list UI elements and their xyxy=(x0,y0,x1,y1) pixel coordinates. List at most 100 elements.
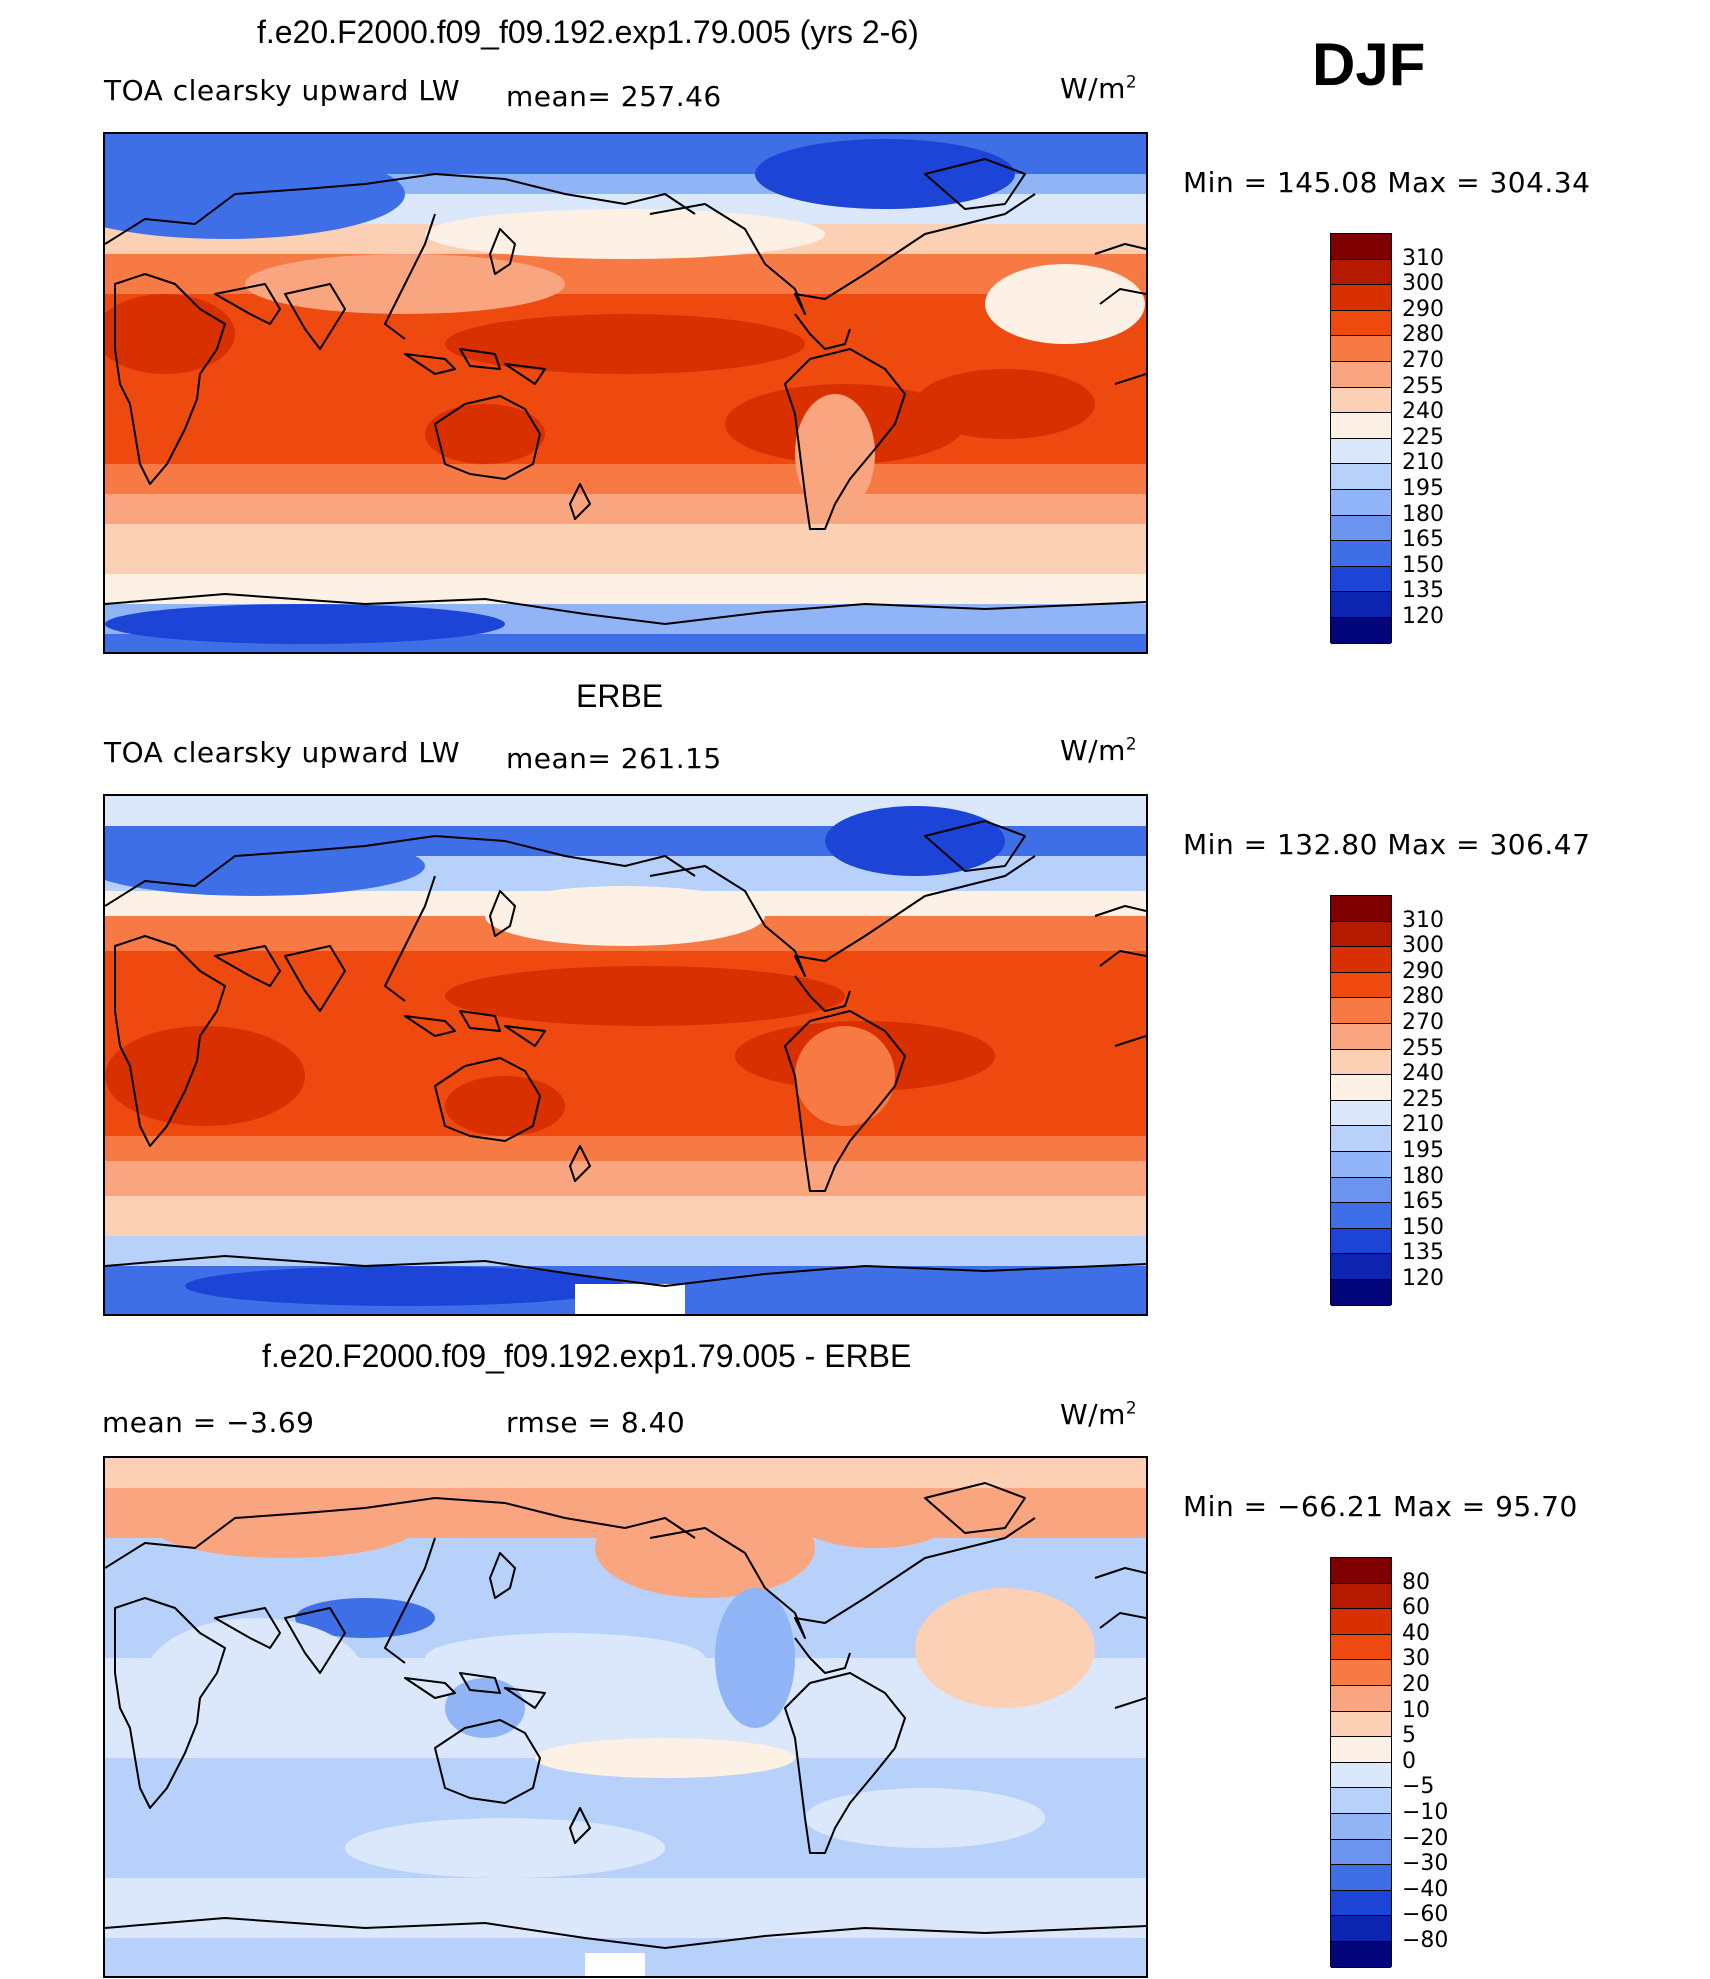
panel1-field-label: TOA clearsky upward LW xyxy=(104,74,461,107)
contour-band xyxy=(105,1878,1146,1938)
panel2-colorbar-swatch xyxy=(1331,921,1391,948)
coastline-segment xyxy=(105,593,1146,625)
coastline-segment xyxy=(924,820,1026,872)
panel2-colorbar-swatch xyxy=(1331,1152,1391,1178)
panel1-colorbar-swatch xyxy=(1331,413,1391,439)
panel1-colorbar-tick-label: 280 xyxy=(1402,322,1444,348)
panel3-mean: mean = −3.69 xyxy=(102,1406,315,1439)
panel3-minmax: Min = −66.21 Max = 95.70 xyxy=(1183,1490,1578,1523)
panel3-colorbar-tick-label: 5 xyxy=(1402,1723,1416,1749)
contour-band xyxy=(105,1236,1146,1266)
panel1-colorbar-tick-label: 255 xyxy=(1402,373,1444,399)
coastlines xyxy=(105,158,1146,625)
contour-blob xyxy=(345,1818,665,1878)
coastline-segment xyxy=(489,890,516,937)
contour-blob xyxy=(425,209,825,259)
panel3-colorbar-tick-label: 60 xyxy=(1402,1595,1430,1621)
coastline-segment xyxy=(434,395,541,480)
coastline-segment xyxy=(489,228,516,275)
contour-blob xyxy=(445,314,805,374)
panel3-colorbar-swatch xyxy=(1331,1942,1391,1968)
panel3-colorbar-tick-label: 20 xyxy=(1402,1672,1430,1697)
panel3-colorbar-tick-label: −30 xyxy=(1402,1851,1449,1877)
contour-band xyxy=(105,1458,1146,1488)
panel1-colorbar-swatch xyxy=(1331,285,1391,311)
coastlines xyxy=(105,820,1146,1287)
coastline-segment xyxy=(1094,1567,1146,1709)
missing-data-region xyxy=(575,1284,685,1314)
panel1-colorbar-swatch xyxy=(1331,310,1391,337)
panel1-colorbar-tick-label: 135 xyxy=(1402,578,1444,604)
contour-blob xyxy=(485,886,765,946)
coastline-segment xyxy=(214,1607,346,1674)
panel3-colorbar-swatch xyxy=(1331,1737,1391,1763)
panel1-colorbar-tick-label: 195 xyxy=(1402,476,1444,501)
panel3-colorbar-swatch xyxy=(1331,1660,1391,1686)
panel2-colorbar-swatch xyxy=(1331,1100,1391,1127)
panel2-colorbar-swatches xyxy=(1330,895,1392,1306)
panel2-colorbar-swatch xyxy=(1331,1075,1391,1101)
contour-blob xyxy=(535,1738,795,1778)
panel3-colorbar-swatch xyxy=(1331,1634,1391,1661)
panel1-colorbar-tick-label: 120 xyxy=(1402,604,1444,629)
panel1-colorbar-swatch xyxy=(1331,362,1391,388)
contour-blob xyxy=(595,1498,815,1598)
contour-blob xyxy=(795,394,875,514)
panel2-field-label: TOA clearsky upward LW xyxy=(104,736,461,769)
panel2-colorbar-swatch xyxy=(1331,947,1391,973)
contour-blob xyxy=(185,1266,625,1306)
panel2-mean: mean= 261.15 xyxy=(506,742,722,775)
panel1-colorbar-tick-label: 150 xyxy=(1402,552,1444,578)
panel3-contour-field xyxy=(105,1458,1146,1976)
contour-blob xyxy=(915,1588,1095,1708)
panel1-colorbar-tick-label: 225 xyxy=(1402,424,1444,450)
panel3-colorbar-swatch xyxy=(1331,1814,1391,1840)
panel1-colorbar-swatch xyxy=(1331,336,1391,362)
contour-band xyxy=(105,524,1146,574)
panel1-units: W/m2 xyxy=(1060,71,1138,105)
panel1-colorbar-swatch xyxy=(1331,234,1391,260)
coastline-segment xyxy=(784,348,906,530)
panel3-colorbar-tick-label: −20 xyxy=(1402,1825,1449,1851)
panel1-minmax: Min = 145.08 Max = 304.34 xyxy=(1183,166,1591,199)
contour-blob xyxy=(715,1588,795,1728)
panel3-colorbar-tick-label: −80 xyxy=(1402,1928,1449,1953)
coastline-segment xyxy=(214,283,346,350)
coastline-segment xyxy=(105,1255,1146,1287)
panel2-colorbar-swatch xyxy=(1331,998,1391,1024)
panel3-colorbar-tick-label: 40 xyxy=(1402,1620,1430,1646)
panel2-colorbar-tick-label: 310 xyxy=(1402,907,1444,933)
contour-blob xyxy=(795,1026,895,1126)
panel2-colorbar-swatch xyxy=(1331,896,1391,922)
coastline-segment xyxy=(794,975,851,1012)
panel3-colorbar-tick-label: −10 xyxy=(1402,1800,1449,1825)
panel1-colorbar-tick-label: 165 xyxy=(1402,527,1444,553)
panel2-colorbar-swatch xyxy=(1331,1254,1391,1280)
panel1-colorbar-swatch xyxy=(1331,438,1391,465)
panel3-colorbar-swatch xyxy=(1331,1890,1391,1917)
coastline-segment xyxy=(784,1672,906,1854)
contour-blob xyxy=(805,1788,1045,1848)
panel3-colorbar-swatch xyxy=(1331,1583,1391,1610)
panel2-colorbar-tick-label: 280 xyxy=(1402,984,1444,1010)
panel3-colorbar-tick-label: 80 xyxy=(1402,1569,1430,1595)
panel2-colorbar-tick-label: 120 xyxy=(1402,1266,1444,1291)
panel3-colorbar-swatch xyxy=(1331,1762,1391,1789)
panel2-colorbar-swatch xyxy=(1331,1203,1391,1229)
panel2-colorbar-swatch xyxy=(1331,1126,1391,1152)
contour-blob xyxy=(105,836,425,896)
coastline-segment xyxy=(569,1145,591,1182)
panel1-colorbar-swatch xyxy=(1331,566,1391,593)
panel2-colorbar-swatch xyxy=(1331,1228,1391,1255)
panel1-colorbar-tick-label: 180 xyxy=(1402,501,1444,527)
panel2-erbe-map xyxy=(103,794,1148,1316)
contour-band xyxy=(105,1161,1146,1196)
panel2-colorbar-tick-label: 150 xyxy=(1402,1214,1444,1240)
panel2-colorbar-tick-label: 195 xyxy=(1402,1138,1444,1163)
contour-band xyxy=(105,574,1146,604)
panel2-colorbar-swatch xyxy=(1331,972,1391,999)
panel3-units: W/m2 xyxy=(1060,1397,1138,1431)
contour-blob xyxy=(445,1076,565,1136)
panel2-colorbar-tick-label: 270 xyxy=(1402,1010,1444,1035)
panel1-mean: mean= 257.46 xyxy=(506,80,722,113)
